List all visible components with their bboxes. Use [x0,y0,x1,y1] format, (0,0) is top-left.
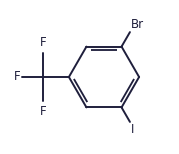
Text: F: F [14,71,20,83]
Text: I: I [131,123,134,136]
Text: F: F [40,36,46,49]
Text: Br: Br [131,18,144,31]
Text: F: F [40,105,46,118]
